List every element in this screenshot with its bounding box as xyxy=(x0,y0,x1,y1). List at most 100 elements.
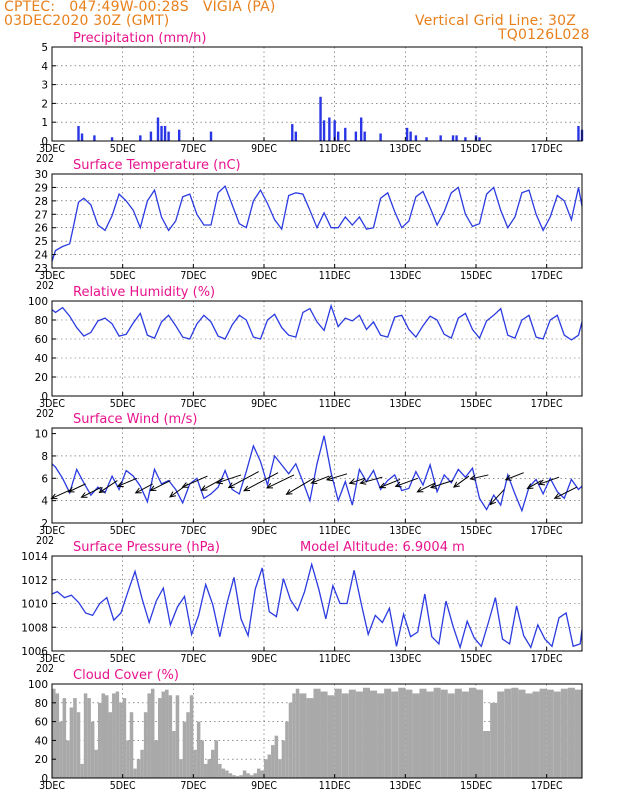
cloud-bar xyxy=(73,698,77,778)
cloud-bar xyxy=(405,689,413,778)
x-tick-label: 3DEC xyxy=(39,653,65,665)
y-tick-label: 8 xyxy=(41,451,48,463)
wind-arrow-head xyxy=(348,478,356,485)
cloud-bar xyxy=(553,691,561,778)
x-tick-label: 5DEC xyxy=(110,653,136,665)
x-tick-label: 15DEC xyxy=(460,270,492,282)
cloud-bar xyxy=(97,702,102,778)
year-label: 202 xyxy=(36,408,54,420)
precip-bar xyxy=(93,135,96,141)
y-tick-label: 1014 xyxy=(21,551,48,563)
cloud-bar xyxy=(182,721,187,778)
cloud-bar xyxy=(179,759,183,778)
wind-arrow-head xyxy=(227,482,235,489)
wind-arrow-head xyxy=(149,485,157,492)
wind-arrow-head xyxy=(378,482,387,489)
x-tick-label: 5DEC xyxy=(110,398,136,410)
wind-arrow-head xyxy=(489,498,497,506)
y-tick-label: 80 xyxy=(35,315,48,327)
x-tick-label: 15DEC xyxy=(460,780,492,792)
cloud-bar xyxy=(203,763,208,778)
cloud-bar xyxy=(281,740,286,778)
wind-title: Surface Wind (m/s) xyxy=(73,412,197,427)
pres-title: Surface Pressure (hPa) xyxy=(73,540,220,555)
header-location: CPTEC: 047:49W-00:28S VIGIA (PA) xyxy=(4,0,276,15)
wind-arrow-head xyxy=(429,483,438,489)
y-tick-label: 1008 xyxy=(21,622,48,634)
wind-arrow-head xyxy=(394,481,402,488)
x-tick-label: 17DEC xyxy=(531,143,563,155)
cloud-bar xyxy=(239,775,243,778)
cloud-bar xyxy=(341,693,349,778)
precip-bar xyxy=(414,135,418,141)
cloud-bar xyxy=(136,759,141,778)
cloud-bar xyxy=(218,763,222,778)
wind-arrow-head xyxy=(310,478,318,484)
x-tick-label: 17DEC xyxy=(531,398,563,410)
cloud-bar xyxy=(55,693,60,778)
cloud-bar xyxy=(147,693,151,778)
year-label: 202 xyxy=(36,535,54,547)
cloud-bar xyxy=(440,689,448,778)
x-tick-label: 17DEC xyxy=(531,653,563,665)
y-tick-label: 26 xyxy=(35,223,49,235)
x-tick-label: 13DEC xyxy=(389,270,421,282)
precip-bar xyxy=(363,131,366,141)
wind-arrow xyxy=(505,472,524,481)
cloud-bar xyxy=(546,689,554,778)
wind-arrow xyxy=(326,473,348,481)
cloud-bar xyxy=(260,770,264,778)
x-tick-label: 15DEC xyxy=(460,653,492,665)
cloud-bar xyxy=(83,693,88,778)
cloud-bar xyxy=(150,688,155,778)
wind-arrow xyxy=(349,477,365,484)
header-datetime: 03DEC2020 30Z (GMT) xyxy=(4,13,170,29)
wind-arrow xyxy=(311,475,330,484)
cloud-bar xyxy=(504,688,512,778)
cloud-bar xyxy=(143,712,148,778)
cloud-bar xyxy=(119,702,123,778)
x-tick-label: 5DEC xyxy=(110,525,136,537)
wind-arrow xyxy=(266,474,295,489)
cloud-bar xyxy=(384,688,392,778)
precip-bar xyxy=(294,131,297,141)
cloud-bar xyxy=(193,749,197,778)
cloud-bar xyxy=(228,773,233,778)
wind-frame xyxy=(51,427,583,524)
y-tick-label: 0 xyxy=(41,773,48,785)
precip-bar xyxy=(478,137,481,141)
wind-arrow xyxy=(538,476,560,485)
cloud-bar xyxy=(483,731,491,778)
cloud-bar xyxy=(412,693,420,778)
cloud-bar xyxy=(189,695,194,778)
y-tick-label: 3 xyxy=(41,80,48,92)
cloud-bar xyxy=(370,690,378,778)
cloud-bar xyxy=(175,695,180,778)
cloud-bar xyxy=(235,776,240,778)
wind-arrow-head xyxy=(243,485,251,492)
cloud-bar xyxy=(172,731,176,778)
cloud-bar xyxy=(447,693,455,778)
cloud-bar xyxy=(511,687,519,778)
y-tick-label: 23 xyxy=(35,263,48,275)
cloud-bar xyxy=(186,712,190,778)
precip-bar xyxy=(328,117,331,141)
cloud-bar xyxy=(278,759,282,778)
wind-arrow-head xyxy=(526,483,534,490)
x-tick-label: 5DEC xyxy=(110,143,136,155)
cloud-bar xyxy=(80,763,84,778)
y-tick-label: 6 xyxy=(41,473,48,485)
x-tick-label: 7DEC xyxy=(180,525,206,537)
wind-arrow-head xyxy=(452,481,460,488)
cloud-bar xyxy=(539,688,547,778)
x-tick-label: 5DEC xyxy=(110,270,136,282)
cloud-bar xyxy=(525,693,533,778)
y-tick-label: 1012 xyxy=(21,575,48,587)
y-tick-label: 28 xyxy=(35,196,48,208)
x-tick-label: 15DEC xyxy=(460,143,492,155)
x-tick-label: 7DEC xyxy=(180,780,206,792)
x-tick-label: 11DEC xyxy=(319,653,351,665)
x-tick-label: 7DEC xyxy=(180,270,206,282)
x-tick-label: 13DEC xyxy=(389,143,421,155)
